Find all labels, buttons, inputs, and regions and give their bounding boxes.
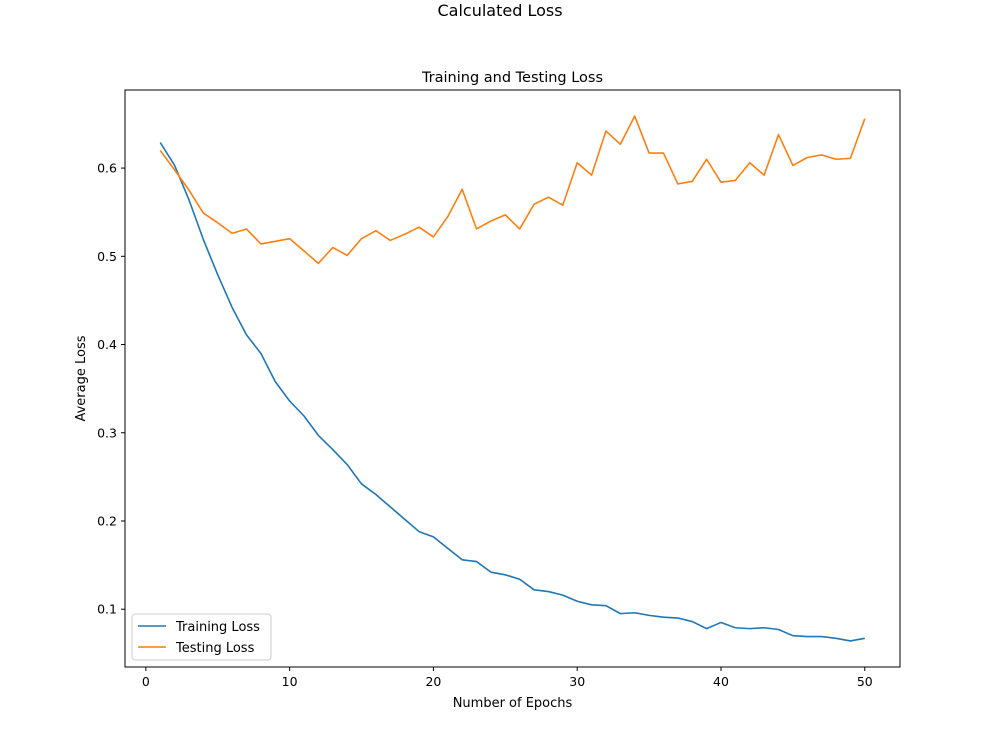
- x-axis-ticks: 0 10 20 30 40 50: [142, 667, 873, 689]
- x-tick-label: 20: [425, 674, 441, 689]
- chart-suptitle: Calculated Loss: [437, 1, 562, 20]
- chart-title: Training and Testing Loss: [421, 70, 603, 86]
- legend: Training Loss Testing Loss: [131, 613, 272, 661]
- plot-area: [124, 89, 901, 668]
- x-tick-label: 10: [282, 674, 298, 689]
- series-line-training-loss: [159, 142, 865, 642]
- y-axis-ticks: 0.1 0.2 0.3 0.4 0.5 0.6: [97, 161, 125, 617]
- y-tick-label: 0.6: [97, 161, 117, 176]
- y-tick-label: 0.4: [97, 337, 117, 352]
- y-tick-label: 0.2: [97, 513, 117, 528]
- y-tick-label: 0.3: [97, 425, 117, 440]
- x-tick-label: 0: [142, 674, 150, 689]
- y-axis-label: Average Loss: [74, 335, 89, 421]
- series-line-testing-loss: [159, 115, 866, 265]
- series-lines: [159, 115, 866, 642]
- x-tick-label: 40: [713, 674, 729, 689]
- legend-label-testing: Testing Loss: [175, 641, 255, 656]
- y-tick-label: 0.5: [97, 249, 117, 264]
- x-tick-label: 30: [569, 674, 585, 689]
- x-tick-label: 50: [857, 674, 873, 689]
- legend-frame: [131, 613, 272, 661]
- x-axis-label: Number of Epochs: [453, 696, 573, 711]
- y-tick-label: 0.1: [97, 602, 117, 617]
- legend-label-training: Training Loss: [175, 620, 260, 635]
